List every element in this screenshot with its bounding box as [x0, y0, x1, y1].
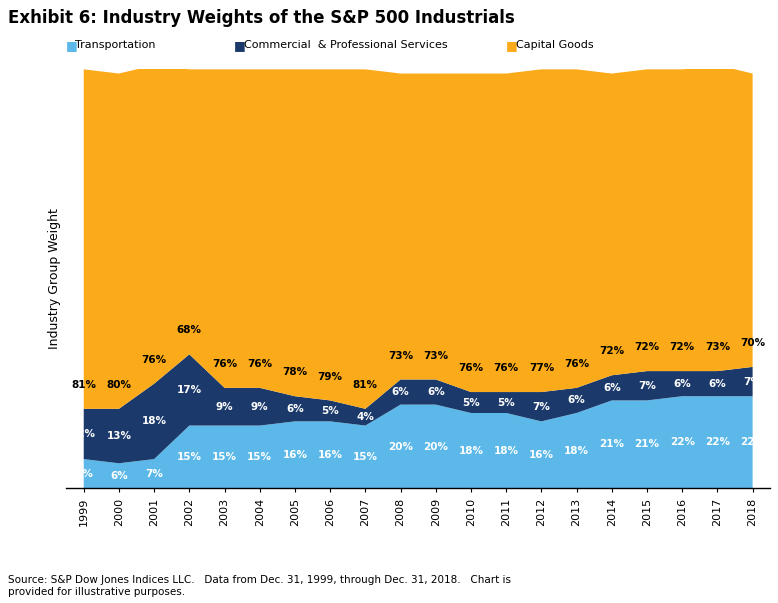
Text: 20%: 20% [423, 441, 448, 452]
Text: Commercial  & Professional Services: Commercial & Professional Services [244, 40, 447, 50]
Text: 7%: 7% [638, 380, 656, 391]
Text: 18%: 18% [142, 417, 166, 426]
Text: 22%: 22% [670, 437, 695, 447]
Text: 21%: 21% [635, 440, 660, 449]
Text: Capital Goods: Capital Goods [516, 40, 594, 50]
Text: 6%: 6% [709, 379, 727, 389]
Text: 7%: 7% [145, 469, 163, 479]
Text: 16%: 16% [282, 450, 307, 460]
Text: 13%: 13% [107, 431, 131, 441]
Text: 6%: 6% [568, 396, 586, 405]
Text: 7%: 7% [75, 469, 93, 479]
Text: 22%: 22% [740, 437, 765, 447]
Text: 80%: 80% [107, 380, 131, 390]
Text: 76%: 76% [247, 359, 272, 369]
Text: 15%: 15% [247, 452, 272, 462]
Text: ■: ■ [506, 39, 517, 52]
Text: 6%: 6% [110, 471, 128, 481]
Text: 18%: 18% [494, 446, 519, 456]
Text: Source: S&P Dow Jones Indices LLC.   Data from Dec. 31, 1999, through Dec. 31, 2: Source: S&P Dow Jones Indices LLC. Data … [8, 575, 511, 597]
Text: 70%: 70% [740, 338, 766, 348]
Text: 17%: 17% [177, 385, 202, 395]
Text: 4%: 4% [356, 412, 374, 422]
Text: 6%: 6% [286, 404, 304, 414]
Text: 22%: 22% [705, 437, 730, 447]
Text: 6%: 6% [673, 379, 691, 389]
Text: 72%: 72% [634, 343, 660, 352]
Text: 5%: 5% [321, 406, 339, 416]
Text: 9%: 9% [216, 402, 233, 412]
Y-axis label: Industry Group Weight: Industry Group Weight [47, 209, 61, 349]
Text: 78%: 78% [282, 367, 307, 377]
Text: 76%: 76% [212, 359, 237, 369]
Text: 18%: 18% [564, 446, 589, 456]
Text: 16%: 16% [529, 450, 554, 460]
Text: 21%: 21% [599, 440, 624, 449]
Text: 73%: 73% [705, 343, 730, 352]
Text: ■: ■ [233, 39, 245, 52]
Text: 76%: 76% [142, 355, 166, 365]
Text: 81%: 81% [353, 380, 378, 390]
Text: 20%: 20% [388, 441, 413, 452]
Text: 79%: 79% [317, 371, 342, 382]
Text: ■: ■ [66, 39, 78, 52]
Text: 73%: 73% [423, 350, 448, 361]
Text: 73%: 73% [388, 350, 413, 361]
Text: 77%: 77% [529, 363, 554, 373]
Text: 15%: 15% [212, 452, 237, 462]
Text: Transportation: Transportation [75, 40, 156, 50]
Text: 16%: 16% [317, 450, 342, 460]
Text: Exhibit 6: Industry Weights of the S&P 500 Industrials: Exhibit 6: Industry Weights of the S&P 5… [8, 9, 514, 27]
Text: 72%: 72% [599, 346, 625, 356]
Text: 76%: 76% [564, 359, 589, 369]
Text: 81%: 81% [72, 380, 96, 390]
Text: 6%: 6% [391, 387, 409, 397]
Text: 6%: 6% [603, 383, 621, 393]
Text: 15%: 15% [353, 452, 378, 462]
Text: 9%: 9% [251, 402, 268, 412]
Text: 5%: 5% [497, 397, 515, 408]
Text: 76%: 76% [493, 363, 519, 373]
Text: 7%: 7% [744, 376, 762, 387]
Text: 6%: 6% [427, 387, 445, 397]
Text: 68%: 68% [177, 326, 202, 335]
Text: 7%: 7% [532, 402, 550, 412]
Text: 5%: 5% [462, 397, 480, 408]
Text: 18%: 18% [458, 446, 483, 456]
Text: 76%: 76% [458, 363, 484, 373]
Text: 15%: 15% [177, 452, 202, 462]
Text: 12%: 12% [72, 429, 96, 439]
Text: 72%: 72% [670, 343, 695, 352]
